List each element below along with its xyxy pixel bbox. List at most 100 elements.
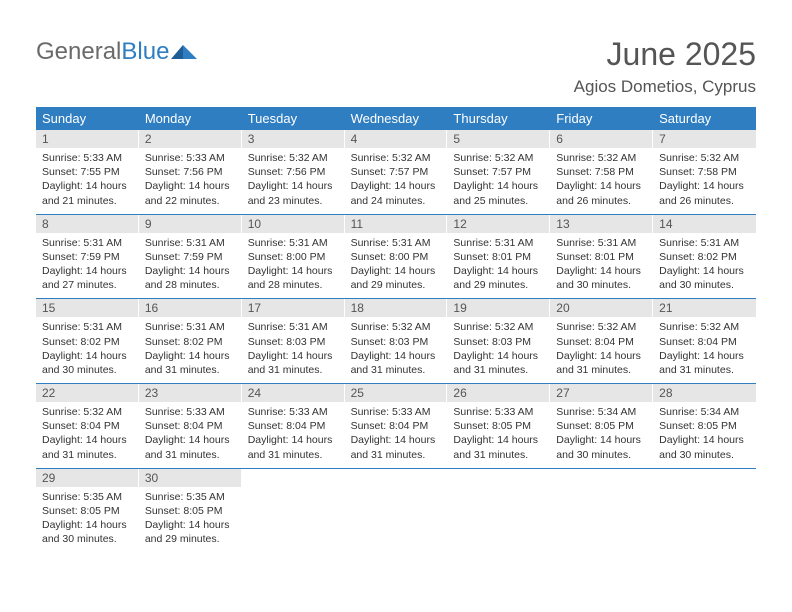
calendar-day-cell: [242, 469, 345, 553]
daylight-line1: Daylight: 14 hours: [145, 349, 238, 363]
dayhead-thursday: Thursday: [447, 107, 550, 130]
daylight-line2: and 31 minutes.: [248, 448, 341, 462]
daylight-line2: and 30 minutes.: [659, 448, 752, 462]
day-info: Sunrise: 5:34 AMSunset: 8:05 PMDaylight:…: [653, 402, 756, 462]
calendar-week-row: 1Sunrise: 5:33 AMSunset: 7:55 PMDaylight…: [36, 130, 756, 215]
day-info: Sunrise: 5:33 AMSunset: 8:05 PMDaylight:…: [447, 402, 550, 462]
logo-text-general: General: [36, 38, 121, 66]
calendar-day-cell: 5Sunrise: 5:32 AMSunset: 7:57 PMDaylight…: [447, 130, 550, 214]
daylight-line1: Daylight: 14 hours: [42, 264, 135, 278]
day-number: 9: [139, 215, 242, 233]
sunrise-text: Sunrise: 5:32 AM: [556, 151, 649, 165]
sunset-text: Sunset: 7:59 PM: [42, 250, 135, 264]
daylight-line2: and 30 minutes.: [42, 532, 135, 546]
calendar-day-cell: 8Sunrise: 5:31 AMSunset: 7:59 PMDaylight…: [36, 215, 139, 299]
day-info: Sunrise: 5:34 AMSunset: 8:05 PMDaylight:…: [550, 402, 653, 462]
day-number: 8: [36, 215, 139, 233]
logo-text-blue: Blue: [121, 38, 169, 66]
day-info: Sunrise: 5:31 AMSunset: 8:00 PMDaylight:…: [345, 233, 448, 293]
calendar-week-row: 15Sunrise: 5:31 AMSunset: 8:02 PMDayligh…: [36, 299, 756, 384]
sunrise-text: Sunrise: 5:32 AM: [556, 320, 649, 334]
daylight-line1: Daylight: 14 hours: [248, 433, 341, 447]
day-number: 23: [139, 384, 242, 402]
calendar-day-cell: 28Sunrise: 5:34 AMSunset: 8:05 PMDayligh…: [653, 384, 756, 468]
daylight-line2: and 31 minutes.: [145, 363, 238, 377]
sunrise-text: Sunrise: 5:32 AM: [659, 320, 752, 334]
daylight-line2: and 27 minutes.: [42, 278, 135, 292]
dayhead-wednesday: Wednesday: [345, 107, 448, 130]
day-info: Sunrise: 5:31 AMSunset: 8:00 PMDaylight:…: [242, 233, 345, 293]
day-number: 30: [139, 469, 242, 487]
sunset-text: Sunset: 8:05 PM: [659, 419, 752, 433]
sunset-text: Sunset: 7:58 PM: [556, 165, 649, 179]
day-info: Sunrise: 5:31 AMSunset: 8:02 PMDaylight:…: [36, 317, 139, 377]
sunset-text: Sunset: 8:05 PM: [145, 504, 238, 518]
day-number: 5: [447, 130, 550, 148]
sunset-text: Sunset: 8:02 PM: [42, 335, 135, 349]
day-info: Sunrise: 5:31 AMSunset: 7:59 PMDaylight:…: [36, 233, 139, 293]
daylight-line2: and 30 minutes.: [659, 278, 752, 292]
daylight-line2: and 24 minutes.: [351, 194, 444, 208]
daylight-line2: and 31 minutes.: [248, 363, 341, 377]
calendar-day-cell: 21Sunrise: 5:32 AMSunset: 8:04 PMDayligh…: [653, 299, 756, 383]
daylight-line1: Daylight: 14 hours: [556, 179, 649, 193]
day-number: 29: [36, 469, 139, 487]
sunset-text: Sunset: 8:00 PM: [248, 250, 341, 264]
day-info: Sunrise: 5:35 AMSunset: 8:05 PMDaylight:…: [36, 487, 139, 547]
sunrise-text: Sunrise: 5:33 AM: [145, 405, 238, 419]
daylight-line1: Daylight: 14 hours: [42, 349, 135, 363]
daylight-line2: and 30 minutes.: [42, 363, 135, 377]
day-number: 12: [447, 215, 550, 233]
sunrise-text: Sunrise: 5:32 AM: [248, 151, 341, 165]
sunrise-text: Sunrise: 5:31 AM: [145, 320, 238, 334]
sunset-text: Sunset: 8:03 PM: [453, 335, 546, 349]
sunrise-text: Sunrise: 5:31 AM: [453, 236, 546, 250]
day-number: 25: [345, 384, 448, 402]
sunset-text: Sunset: 8:04 PM: [145, 419, 238, 433]
day-info: Sunrise: 5:32 AMSunset: 7:57 PMDaylight:…: [345, 148, 448, 208]
calendar-day-cell: 13Sunrise: 5:31 AMSunset: 8:01 PMDayligh…: [550, 215, 653, 299]
calendar-day-cell: 16Sunrise: 5:31 AMSunset: 8:02 PMDayligh…: [139, 299, 242, 383]
sunset-text: Sunset: 8:03 PM: [351, 335, 444, 349]
daylight-line1: Daylight: 14 hours: [659, 433, 752, 447]
calendar-day-cell: 9Sunrise: 5:31 AMSunset: 7:59 PMDaylight…: [139, 215, 242, 299]
calendar-day-cell: 3Sunrise: 5:32 AMSunset: 7:56 PMDaylight…: [242, 130, 345, 214]
day-info: Sunrise: 5:31 AMSunset: 8:01 PMDaylight:…: [447, 233, 550, 293]
sunrise-text: Sunrise: 5:32 AM: [351, 151, 444, 165]
daylight-line2: and 26 minutes.: [556, 194, 649, 208]
sunset-text: Sunset: 8:02 PM: [659, 250, 752, 264]
daylight-line1: Daylight: 14 hours: [42, 518, 135, 532]
daylight-line1: Daylight: 14 hours: [248, 349, 341, 363]
sunrise-text: Sunrise: 5:33 AM: [42, 151, 135, 165]
daylight-line2: and 22 minutes.: [145, 194, 238, 208]
daylight-line1: Daylight: 14 hours: [351, 349, 444, 363]
daylight-line1: Daylight: 14 hours: [659, 264, 752, 278]
daylight-line2: and 28 minutes.: [145, 278, 238, 292]
sunrise-text: Sunrise: 5:31 AM: [42, 320, 135, 334]
calendar-day-cell: [550, 469, 653, 553]
calendar-day-cell: 2Sunrise: 5:33 AMSunset: 7:56 PMDaylight…: [139, 130, 242, 214]
day-number: [242, 469, 345, 487]
calendar-day-cell: 7Sunrise: 5:32 AMSunset: 7:58 PMDaylight…: [653, 130, 756, 214]
calendar-day-cell: 11Sunrise: 5:31 AMSunset: 8:00 PMDayligh…: [345, 215, 448, 299]
daylight-line2: and 25 minutes.: [453, 194, 546, 208]
daylight-line2: and 31 minutes.: [42, 448, 135, 462]
daylight-line2: and 28 minutes.: [248, 278, 341, 292]
sunrise-text: Sunrise: 5:34 AM: [556, 405, 649, 419]
daylight-line2: and 29 minutes.: [453, 278, 546, 292]
calendar-day-cell: 26Sunrise: 5:33 AMSunset: 8:05 PMDayligh…: [447, 384, 550, 468]
dayhead-sunday: Sunday: [36, 107, 139, 130]
calendar-day-cell: 23Sunrise: 5:33 AMSunset: 8:04 PMDayligh…: [139, 384, 242, 468]
calendar-day-cell: 14Sunrise: 5:31 AMSunset: 8:02 PMDayligh…: [653, 215, 756, 299]
calendar-day-cell: 6Sunrise: 5:32 AMSunset: 7:58 PMDaylight…: [550, 130, 653, 214]
day-info: Sunrise: 5:32 AMSunset: 7:58 PMDaylight:…: [550, 148, 653, 208]
calendar-day-cell: 20Sunrise: 5:32 AMSunset: 8:04 PMDayligh…: [550, 299, 653, 383]
dayhead-tuesday: Tuesday: [242, 107, 345, 130]
calendar-day-cell: [345, 469, 448, 553]
sunrise-text: Sunrise: 5:31 AM: [145, 236, 238, 250]
day-number: 22: [36, 384, 139, 402]
daylight-line2: and 31 minutes.: [351, 363, 444, 377]
daylight-line1: Daylight: 14 hours: [145, 518, 238, 532]
day-number: 7: [653, 130, 756, 148]
calendar-day-cell: 29Sunrise: 5:35 AMSunset: 8:05 PMDayligh…: [36, 469, 139, 553]
